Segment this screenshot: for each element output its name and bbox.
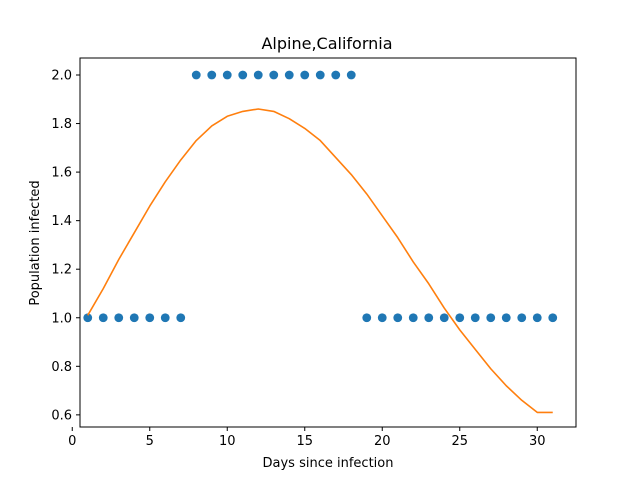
x-axis: 0 5 10 15 20 25 30 xyxy=(68,427,546,449)
fitted-curve-line xyxy=(87,108,553,414)
data-point xyxy=(501,313,511,323)
y-axis: 0.6 0.8 1.0 1.2 1.4 1.6 1.8 2.0 xyxy=(51,68,80,423)
y-tick-label: 1.8 xyxy=(51,117,72,132)
x-axis-label: Days since infection xyxy=(263,456,394,471)
y-tick-label: 0.8 xyxy=(51,360,72,375)
data-point xyxy=(362,313,372,323)
data-point xyxy=(207,70,217,80)
plot-area xyxy=(83,70,558,414)
data-point xyxy=(331,70,341,80)
data-point xyxy=(455,313,465,323)
data-point xyxy=(532,313,542,323)
data-point xyxy=(424,313,434,323)
data-point xyxy=(114,313,124,323)
data-point xyxy=(346,70,356,80)
data-point xyxy=(83,313,93,323)
x-tick-label: 15 xyxy=(296,434,313,449)
x-tick-label: 5 xyxy=(146,434,154,449)
data-point xyxy=(548,313,558,323)
x-tick-label: 20 xyxy=(374,434,391,449)
data-point xyxy=(300,70,310,80)
data-point xyxy=(176,313,186,323)
data-point xyxy=(98,313,108,323)
data-point xyxy=(486,313,496,323)
data-point xyxy=(439,313,449,323)
y-tick-label: 0.6 xyxy=(51,408,72,423)
data-point xyxy=(222,70,232,80)
x-tick-label: 10 xyxy=(219,434,236,449)
y-tick-label: 2.0 xyxy=(51,68,72,83)
data-point xyxy=(145,313,155,323)
data-point xyxy=(269,70,279,80)
y-tick-label: 1.0 xyxy=(51,311,72,326)
x-tick-label: 25 xyxy=(451,434,468,449)
data-point xyxy=(160,313,170,323)
data-point xyxy=(517,313,527,323)
y-tick-label: 1.4 xyxy=(51,214,72,229)
y-tick-label: 1.6 xyxy=(51,166,72,181)
plot-frame xyxy=(79,57,577,428)
chart-title: Alpine,California xyxy=(261,34,392,53)
data-point xyxy=(315,70,325,80)
data-point xyxy=(377,313,387,323)
data-point xyxy=(191,70,201,80)
data-point xyxy=(238,70,248,80)
data-point xyxy=(129,313,139,323)
data-point xyxy=(253,70,263,80)
y-tick-label: 1.2 xyxy=(51,263,72,278)
x-tick-label: 0 xyxy=(68,434,76,449)
data-point xyxy=(284,70,294,80)
data-point xyxy=(393,313,403,323)
x-tick-label: 30 xyxy=(529,434,546,449)
data-point xyxy=(408,313,418,323)
y-axis-label: Population infected xyxy=(28,180,43,305)
data-point xyxy=(470,313,480,323)
